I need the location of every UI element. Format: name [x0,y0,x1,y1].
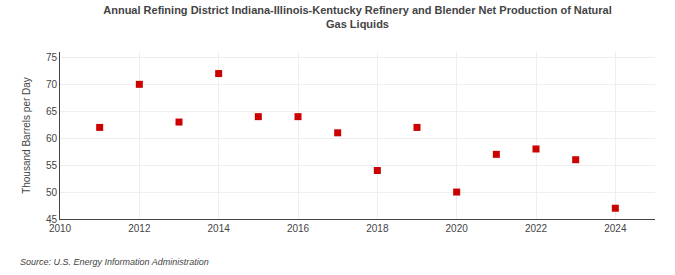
svg-text:60: 60 [46,133,58,144]
svg-text:50: 50 [46,187,58,198]
svg-text:70: 70 [46,79,58,90]
svg-text:75: 75 [46,52,58,63]
svg-text:Source: U.S. Energy Informatio: Source: U.S. Energy Information Administ… [20,257,209,267]
svg-text:2024: 2024 [604,223,627,234]
svg-text:55: 55 [46,160,58,171]
svg-text:2012: 2012 [128,223,151,234]
svg-text:45: 45 [46,214,58,225]
svg-text:65: 65 [46,106,58,117]
svg-text:2022: 2022 [525,223,548,234]
svg-text:2014: 2014 [208,223,231,234]
svg-text:2016: 2016 [287,223,310,234]
svg-text:2010: 2010 [49,223,72,234]
svg-text:Annual Refining District India: Annual Refining District Indiana-Illinoi… [103,4,612,30]
svg-text:2020: 2020 [446,223,469,234]
svg-text:2018: 2018 [366,223,389,234]
svg-text:Thousand Barrels per Day: Thousand Barrels per Day [21,77,32,194]
